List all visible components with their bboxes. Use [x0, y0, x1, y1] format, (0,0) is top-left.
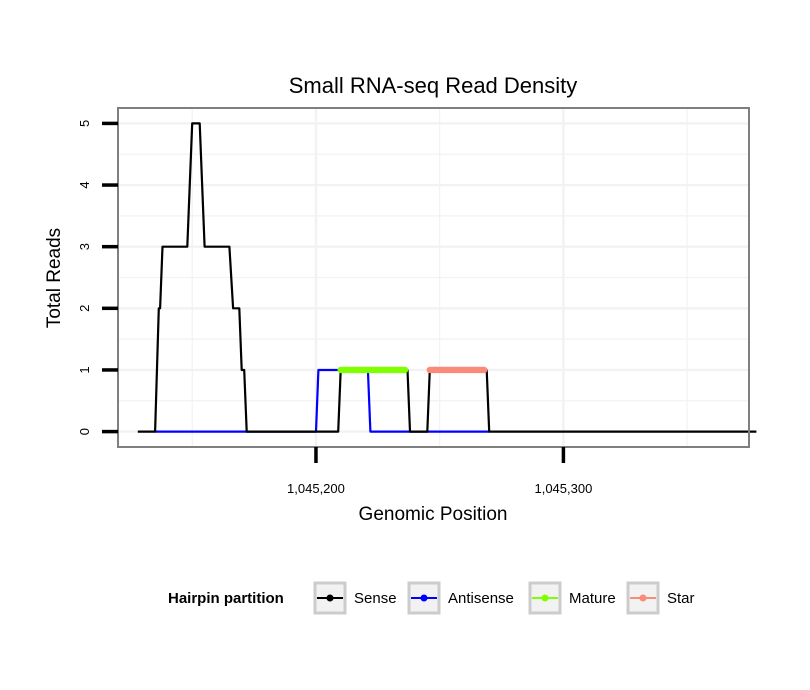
y-tick-label: 3 — [77, 243, 92, 250]
legend-title: Hairpin partition — [168, 590, 284, 607]
legend-key-point — [639, 594, 647, 602]
axes: 0 1 2 3 4 5 1,045,200 1,045,300 — [77, 120, 592, 496]
legend-label-antisense: Antisense — [448, 590, 514, 607]
x-axis-title: Genomic Position — [359, 504, 508, 525]
plot-border — [117, 107, 750, 448]
data-point-star — [481, 366, 488, 374]
y-axis-title: Total Reads — [44, 228, 65, 328]
legend-key-point — [420, 594, 428, 602]
y-tick-label: 1 — [77, 366, 92, 373]
y-tick-label: 4 — [77, 181, 92, 188]
grid — [118, 108, 749, 447]
y-tick-label: 2 — [77, 305, 92, 312]
data-point-mature — [401, 366, 409, 374]
legend-label-mature: Mature — [569, 590, 616, 607]
legend-key-point — [541, 594, 549, 602]
x-tick-label: 1,045,200 — [287, 481, 345, 496]
legend-label-star: Star — [667, 590, 695, 607]
x-tick-label: 1,045,300 — [534, 481, 592, 496]
legend-key-point — [326, 594, 334, 602]
legend: Hairpin partition Sense Antisense Mature Sta… — [168, 581, 695, 615]
series-points — [337, 366, 488, 374]
series-line-sense — [137, 122, 757, 433]
legend-label-sense: Sense — [354, 590, 397, 607]
y-tick-label: 5 — [77, 120, 92, 127]
y-tick-label: 0 — [77, 428, 92, 435]
chart-title: Small RNA-seq Read Density — [289, 73, 578, 98]
